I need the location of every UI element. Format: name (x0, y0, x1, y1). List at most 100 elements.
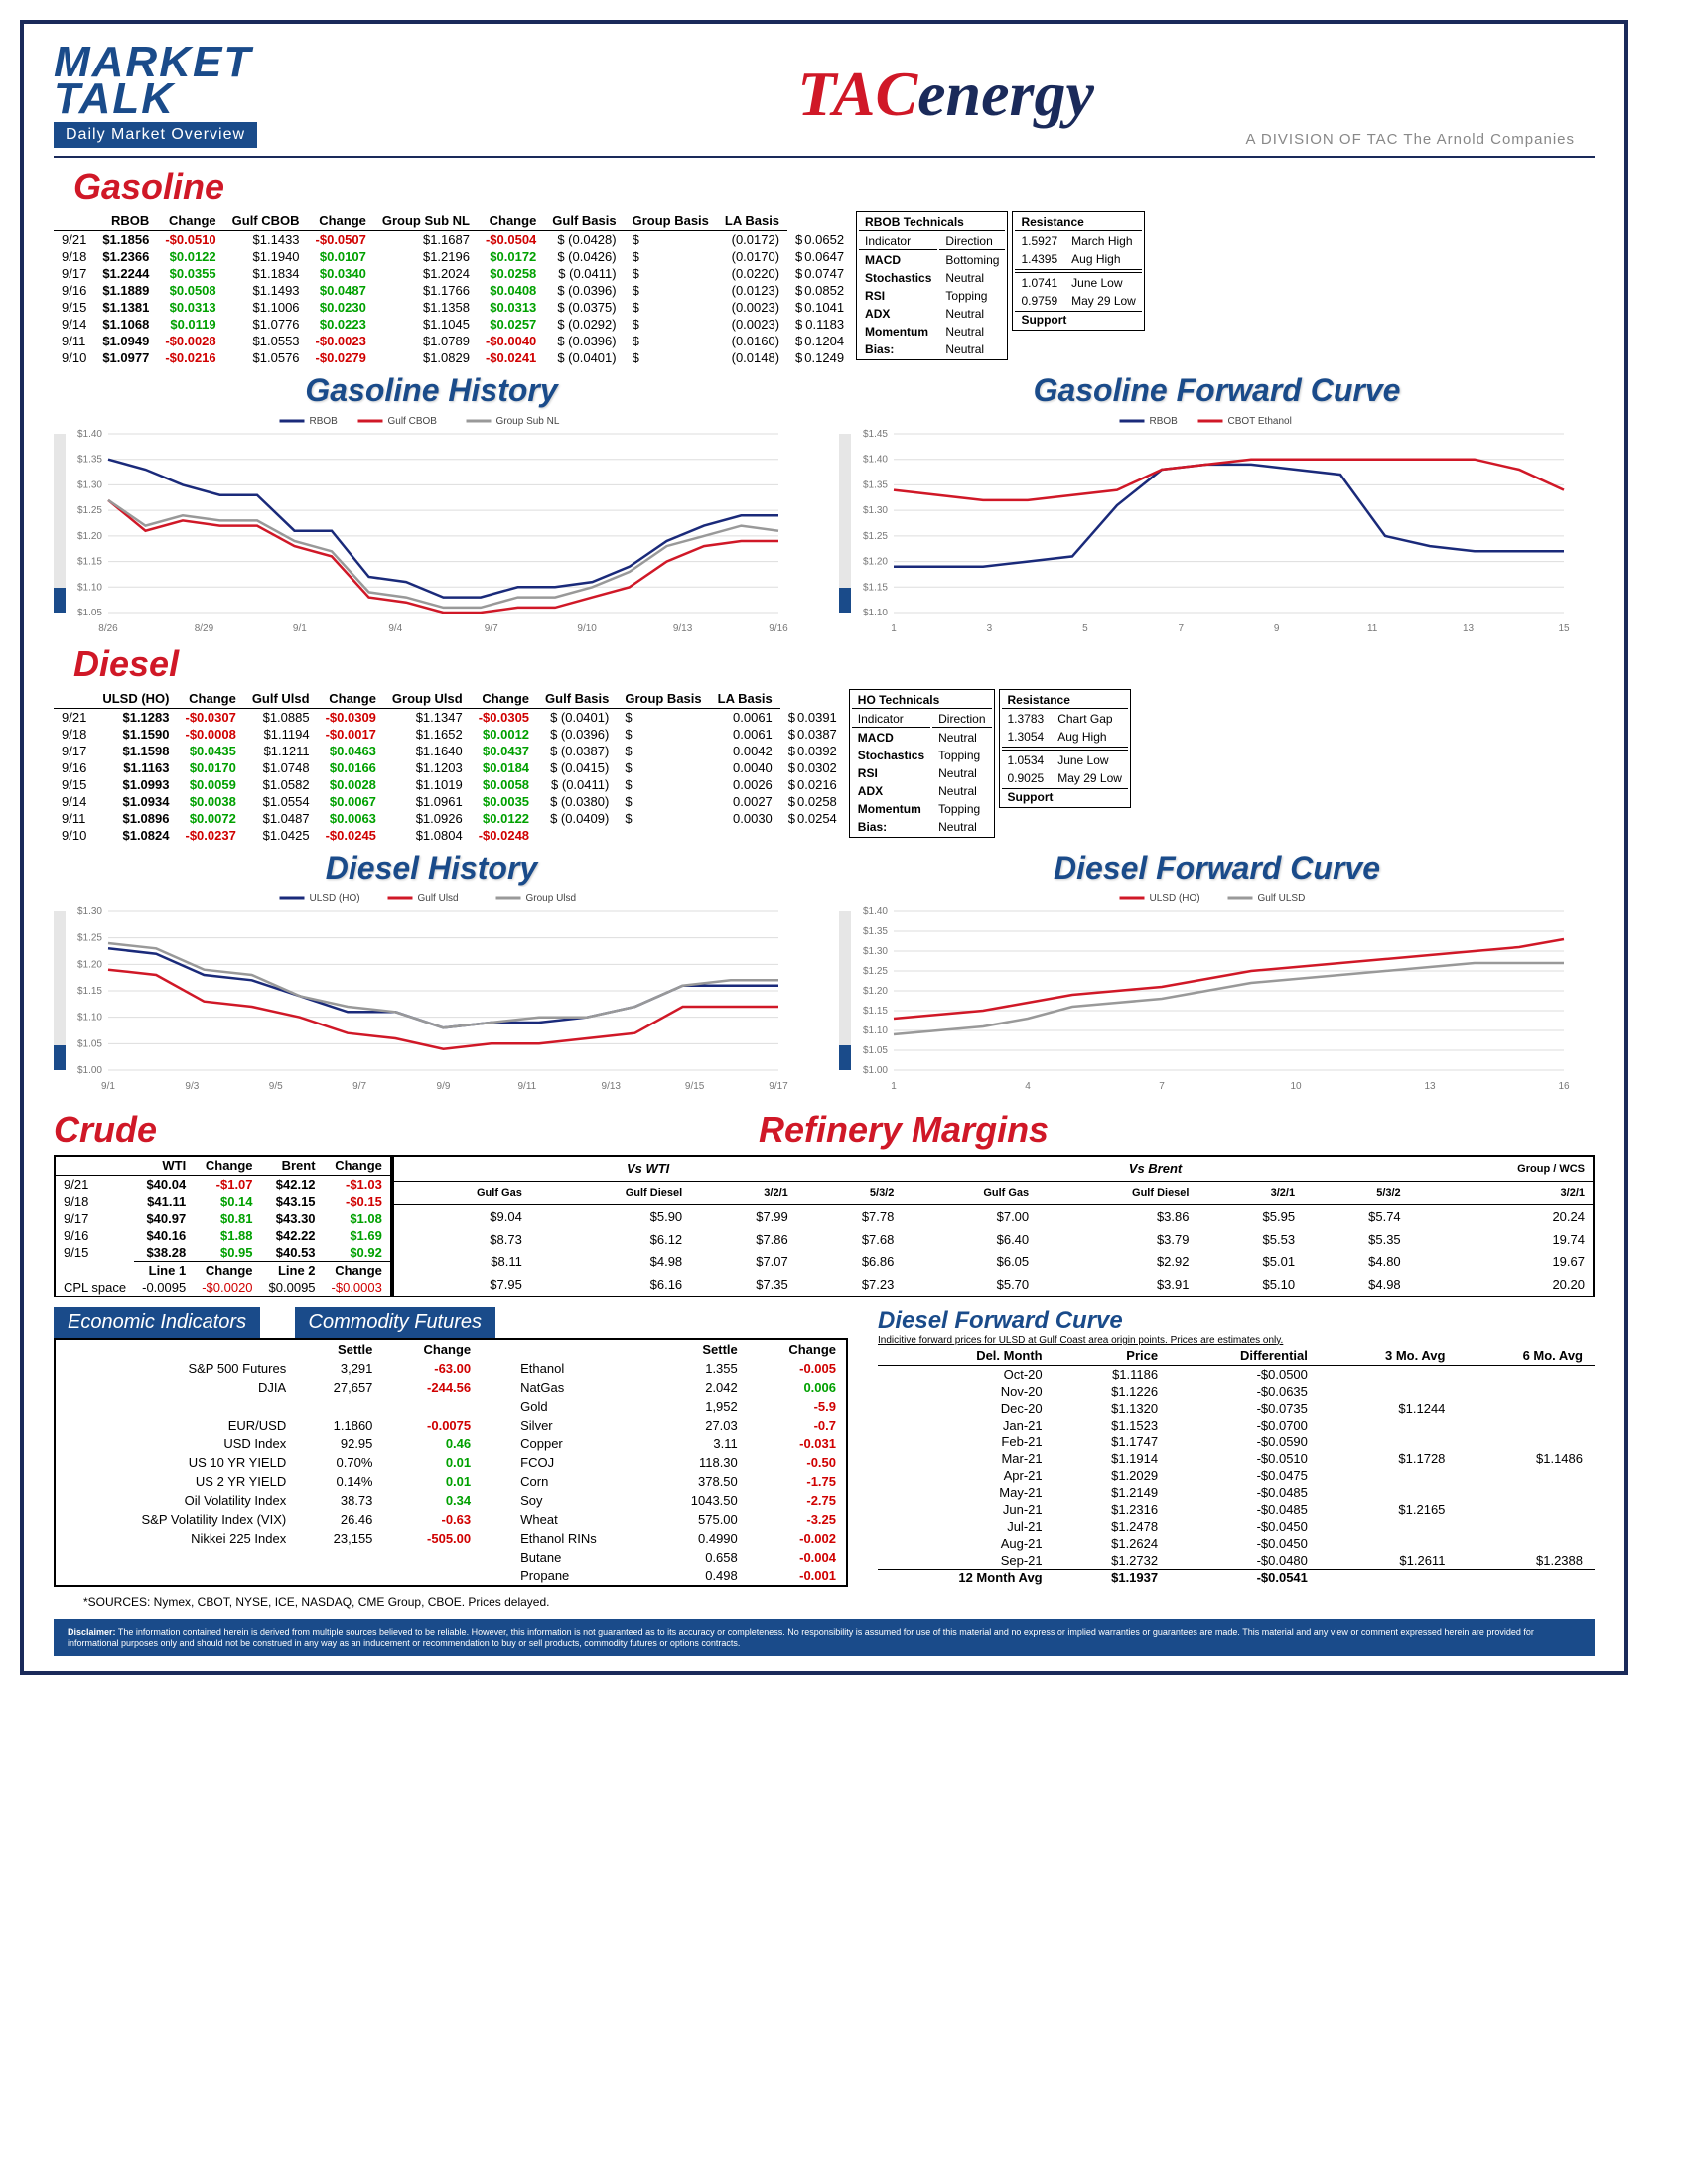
tac-logo: TACenergy A DIVISION OF TAC The Arnold C… (297, 58, 1595, 148)
svg-text:Gulf CBOB: Gulf CBOB (388, 416, 438, 427)
svg-text:$1.00: $1.00 (77, 1065, 102, 1076)
svg-text:RBOB: RBOB (310, 416, 339, 427)
svg-text:$1.25: $1.25 (77, 932, 102, 943)
svg-text:9/5: 9/5 (269, 1081, 283, 1092)
svg-text:7: 7 (1159, 1081, 1165, 1092)
svg-text:ULSD (HO): ULSD (HO) (1150, 893, 1200, 904)
svg-text:11: 11 (1367, 623, 1378, 634)
diesel-title: Diesel (73, 643, 1595, 685)
svg-text:$1.15: $1.15 (863, 582, 888, 593)
crude-ref-tables: WTIChangeBrentChange9/21$40.04-$1.07$42.… (54, 1155, 1595, 1297)
svg-text:15: 15 (1558, 623, 1570, 634)
svg-text:9/7: 9/7 (352, 1081, 366, 1092)
gas-fwd-title: Gasoline Forward Curve (839, 372, 1595, 409)
diesel-res: Resistance1.3783Chart Gap1.3054Aug High1… (999, 689, 1131, 808)
svg-text:$1.25: $1.25 (863, 531, 888, 542)
econ-title: Economic Indicators (54, 1307, 260, 1338)
svg-text:$1.25: $1.25 (863, 966, 888, 977)
page: MARKET TALK Daily Market Overview TACene… (20, 20, 1628, 1675)
dfwd-title: Diesel Forward Curve (878, 1307, 1595, 1335)
svg-text:$1.40: $1.40 (863, 454, 888, 465)
svg-text:$1.10: $1.10 (863, 608, 888, 618)
svg-text:$1.45: $1.45 (863, 429, 888, 440)
svg-text:$1.05: $1.05 (77, 1038, 102, 1049)
svg-text:ULSD (HO): ULSD (HO) (310, 893, 360, 904)
svg-text:9/16: 9/16 (769, 623, 788, 634)
svg-text:16: 16 (1558, 1081, 1570, 1092)
gasoline-title: Gasoline (73, 166, 1595, 207)
svg-text:9/10: 9/10 (577, 623, 597, 634)
svg-text:5: 5 (1082, 623, 1088, 634)
tac-sub: A DIVISION OF TAC The Arnold Companies (297, 131, 1595, 148)
gasoline-res: Resistance1.5927March High1.4395Aug High… (1012, 211, 1144, 331)
svg-text:9/4: 9/4 (388, 623, 402, 634)
svg-text:$1.05: $1.05 (77, 608, 102, 618)
gasoline-table: RBOBChangeGulf CBOBChangeGroup Sub NLCha… (54, 211, 852, 366)
gas-hist-chart: $1.05$1.10$1.15$1.20$1.25$1.30$1.35$1.40… (54, 409, 788, 637)
svg-text:10: 10 (1290, 1081, 1302, 1092)
svg-text:$1.35: $1.35 (863, 926, 888, 937)
disclaimer: Disclaimer: The information contained he… (54, 1619, 1595, 1657)
logo-sub: Daily Market Overview (54, 122, 257, 148)
svg-text:$1.35: $1.35 (863, 479, 888, 490)
svg-text:$1.30: $1.30 (77, 906, 102, 917)
svg-text:$1.40: $1.40 (863, 906, 888, 917)
market-talk-logo: MARKET TALK Daily Market Overview (54, 44, 257, 148)
refinery-table: Vs WTIVs BrentGroup / WCSGulf GasGulf Di… (392, 1155, 1595, 1297)
svg-text:$1.25: $1.25 (77, 505, 102, 516)
crude-title: Crude (54, 1109, 481, 1151)
header: MARKET TALK Daily Market Overview TACene… (54, 44, 1595, 158)
crude-table: WTIChangeBrentChange9/21$40.04-$1.07$42.… (54, 1155, 392, 1297)
diesel-row: ULSD (HO)ChangeGulf UlsdChangeGroup Ulsd… (54, 689, 1595, 844)
diesel-table: ULSD (HO)ChangeGulf UlsdChangeGroup Ulsd… (54, 689, 845, 844)
svg-text:1: 1 (891, 623, 897, 634)
svg-text:$1.20: $1.20 (863, 556, 888, 567)
comm-title: Commodity Futures (295, 1307, 496, 1338)
svg-text:$1.20: $1.20 (77, 531, 102, 542)
econ-table: SettleChangeSettleChangeS&P 500 Futures3… (54, 1338, 848, 1587)
svg-text:9/7: 9/7 (485, 623, 498, 634)
svg-text:9/13: 9/13 (602, 1081, 622, 1092)
svg-text:$1.15: $1.15 (863, 1006, 888, 1017)
svg-text:Gulf Ulsd: Gulf Ulsd (418, 893, 459, 904)
svg-text:CBOT Ethanol: CBOT Ethanol (1228, 416, 1292, 427)
svg-text:9/15: 9/15 (685, 1081, 705, 1092)
svg-text:$1.30: $1.30 (863, 505, 888, 516)
dsl-fwd-chart: $1.00$1.05$1.10$1.15$1.20$1.25$1.30$1.35… (839, 887, 1574, 1095)
gas-charts: Gasoline History $1.05$1.10$1.15$1.20$1.… (54, 372, 1595, 637)
svg-text:9/3: 9/3 (185, 1081, 199, 1092)
tac-part1: TAC (797, 59, 917, 129)
dfwd-sub: Indicitive forward prices for ULSD at Gu… (878, 1335, 1595, 1346)
svg-text:9/1: 9/1 (101, 1081, 115, 1092)
svg-text:$1.20: $1.20 (863, 986, 888, 997)
svg-text:7: 7 (1179, 623, 1185, 634)
disclaimer-label: Disclaimer: (68, 1627, 116, 1637)
svg-text:$1.10: $1.10 (863, 1025, 888, 1036)
crude-refinery: Crude Refinery Margins (54, 1103, 1595, 1155)
gas-fwd-chart: $1.10 $1.15 $1.20 $1.25 $1.30 $1.35 $1.40 $1.45… (839, 409, 1574, 637)
svg-text:$1.00: $1.00 (863, 1065, 888, 1076)
svg-text:9/11: 9/11 (518, 1081, 537, 1092)
svg-text:13: 13 (1424, 1081, 1436, 1092)
dsl-hist-title: Diesel History (54, 850, 809, 887)
svg-text:13: 13 (1463, 623, 1475, 634)
dsl-fwd-title: Diesel Forward Curve (839, 850, 1595, 887)
svg-text:$1.30: $1.30 (863, 946, 888, 957)
svg-text:RBOB: RBOB (1150, 416, 1179, 427)
refinery-title: Refinery Margins (759, 1109, 1595, 1151)
svg-text:4: 4 (1025, 1081, 1031, 1092)
gasoline-row: RBOBChangeGulf CBOBChangeGroup Sub NLCha… (54, 211, 1595, 366)
svg-text:Group Sub NL: Group Sub NL (496, 416, 560, 427)
disclaimer-text: The information contained herein is deri… (68, 1627, 1534, 1648)
svg-text:1: 1 (891, 1081, 897, 1092)
diesel-tech: HO TechnicalsIndicatorDirectionMACDNeutr… (849, 689, 995, 838)
gasoline-tech: RBOB TechnicalsIndicatorDirectionMACDBot… (856, 211, 1008, 360)
svg-text:3: 3 (987, 623, 993, 634)
bottom-row: Economic Indicators Commodity Futures Se… (54, 1307, 1595, 1587)
svg-text:9/17: 9/17 (769, 1081, 788, 1092)
svg-text:8/29: 8/29 (195, 623, 214, 634)
svg-text:8/26: 8/26 (98, 623, 118, 634)
svg-text:$1.30: $1.30 (77, 479, 102, 490)
svg-text:9/9: 9/9 (437, 1081, 451, 1092)
svg-text:Group Ulsd: Group Ulsd (526, 893, 577, 904)
